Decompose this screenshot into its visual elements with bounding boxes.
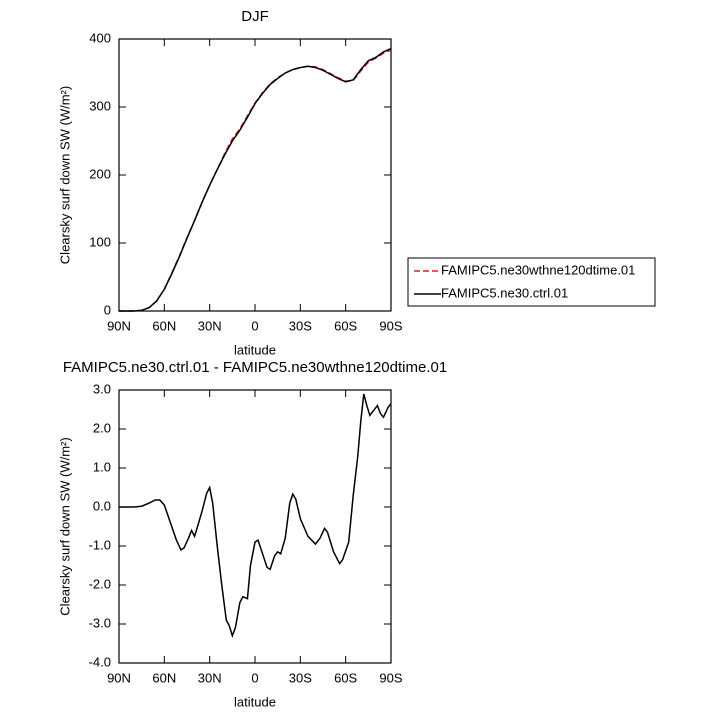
plot-frame: [118, 38, 392, 312]
x-tick-label: 30N: [198, 318, 222, 333]
chart-title: DJF: [241, 8, 269, 25]
x-tick-label: 90N: [107, 318, 131, 333]
y-tick-label: -1.0: [89, 537, 111, 552]
y-tick-label: 300: [89, 98, 111, 113]
y-tick-label: 100: [89, 234, 111, 249]
x-tick-label: 60N: [152, 318, 176, 333]
x-tick-label: 0: [251, 670, 258, 685]
x-tick-label: 90S: [379, 670, 402, 685]
legend-label: FAMIPC5.ne30.ctrl.01: [441, 285, 568, 300]
data-line: [119, 47, 392, 312]
y-tick-label: 2.0: [93, 420, 111, 435]
y-axis-label: Clearsky surf down SW (W/m²): [57, 86, 72, 264]
plot-frame: [118, 389, 392, 664]
y-tick-label: 200: [89, 166, 111, 181]
x-tick-label: 30S: [289, 318, 312, 333]
y-axis-label: Clearsky surf down SW (W/m²): [57, 437, 72, 615]
legend-box: [407, 257, 656, 307]
y-tick-label: 3.0: [93, 381, 111, 396]
x-tick-label: 30S: [289, 670, 312, 685]
y-tick-label: 0: [104, 302, 111, 317]
y-tick-label: -3.0: [89, 615, 111, 630]
y-tick-label: 1.0: [93, 459, 111, 474]
data-line: [119, 393, 392, 638]
x-axis-label: latitude: [234, 694, 276, 709]
x-tick-label: 90S: [379, 318, 402, 333]
x-axis-label: latitude: [234, 342, 276, 357]
x-tick-label: 30N: [198, 670, 222, 685]
y-tick-label: -4.0: [89, 654, 111, 669]
x-tick-label: 60N: [152, 670, 176, 685]
y-tick-label: -2.0: [89, 576, 111, 591]
x-tick-label: 60S: [334, 318, 357, 333]
y-tick-label: 400: [89, 30, 111, 45]
chart-title: FAMIPC5.ne30.ctrl.01 - FAMIPC5.ne30wthne…: [63, 359, 447, 376]
x-tick-label: 90N: [107, 670, 131, 685]
data-line: [119, 49, 392, 312]
y-tick-label: 0.0: [93, 498, 111, 513]
legend-label: FAMIPC5.ne30wthne120dtime.01: [441, 262, 635, 277]
x-tick-label: 60S: [334, 670, 357, 685]
x-tick-label: 0: [251, 318, 258, 333]
